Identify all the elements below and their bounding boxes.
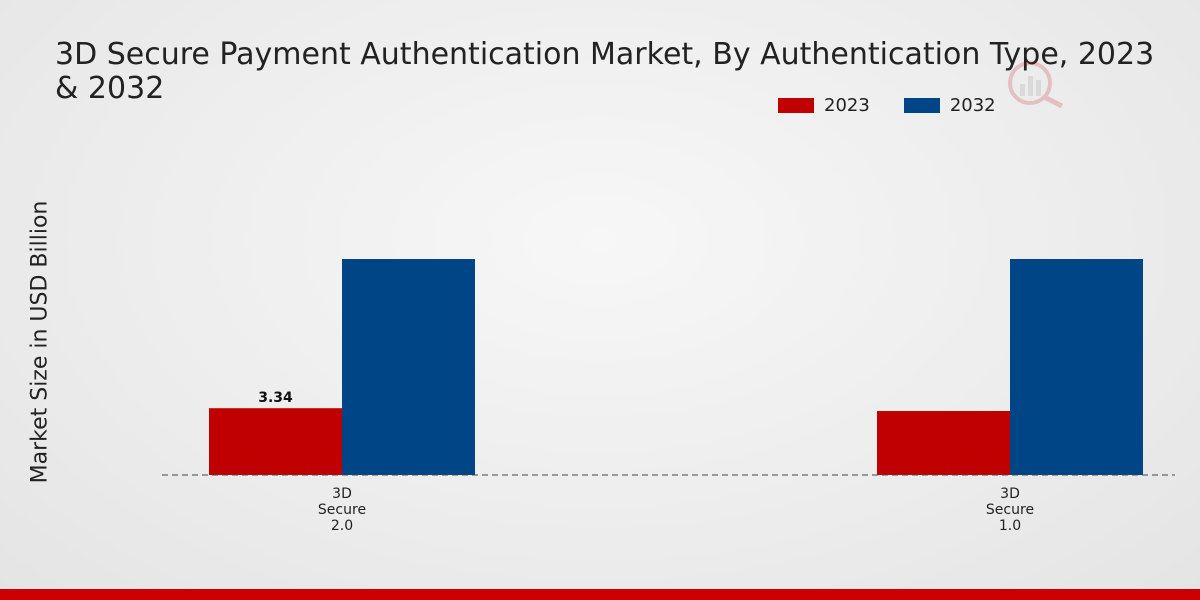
logo-watermark-icon — [1008, 61, 1064, 108]
bar-2023-3d-secure-1-0 — [877, 411, 1010, 475]
data-label: 3.34 — [258, 390, 293, 406]
x-tick-label: 3D — [332, 486, 352, 502]
x-tick-label: Secure — [318, 502, 366, 518]
legend-label-2032: 2032 — [949, 95, 996, 116]
bar-2032-3d-secure-2-0 — [342, 259, 475, 475]
chart-title: 3D Secure Payment Authentication Market,… — [55, 37, 1155, 106]
legend-label-2023: 2023 — [824, 95, 870, 116]
x-tick-label: 2.0 — [331, 518, 353, 534]
bottom-accent-bar — [0, 589, 1200, 600]
chart-legend: 2023 2032 — [778, 95, 996, 116]
bar-2023-3d-secure-2-0 — [209, 408, 342, 475]
legend-item-2032: 2032 — [903, 95, 996, 116]
x-tick-label: 1.0 — [999, 518, 1021, 534]
legend-item-2023: 2023 — [778, 95, 870, 116]
bar-2032-3d-secure-1-0 — [1010, 259, 1143, 475]
x-tick-label: 3D — [1000, 486, 1020, 502]
legend-swatch-2023 — [778, 98, 814, 113]
x-tick-label: Secure — [986, 502, 1034, 518]
legend-swatch-2032 — [903, 98, 940, 113]
